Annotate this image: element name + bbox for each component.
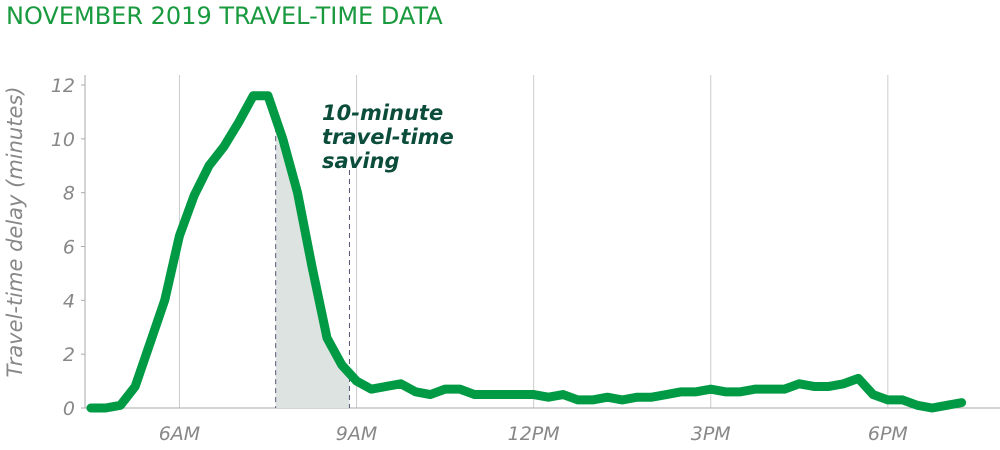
y-axis-label: Travel-time delay (minutes) (3, 86, 27, 377)
annotation: travel-time (322, 125, 454, 149)
y-tick-label: 4 (63, 290, 75, 312)
x-tick-label: 9AM (336, 423, 377, 445)
annotation: 10-minute (322, 101, 443, 125)
y-tick-label: 8 (63, 183, 75, 205)
x-tick-label: 6AM (159, 423, 200, 445)
x-tick-label: 6PM (868, 423, 908, 445)
y-tick-label: 10 (51, 129, 75, 151)
y-tick-label: 6 (63, 237, 75, 259)
x-tick-label: 12PM (508, 423, 560, 445)
y-tick-label: 0 (63, 398, 75, 420)
y-tick-label: 12 (51, 75, 75, 97)
y-tick-label: 2 (63, 344, 75, 366)
chart-title: NOVEMBER 2019 TRAVEL-TIME DATA (6, 2, 443, 30)
annotation: saving (322, 149, 400, 173)
x-tick-label: 3PM (691, 423, 731, 445)
data-line (86, 91, 967, 413)
